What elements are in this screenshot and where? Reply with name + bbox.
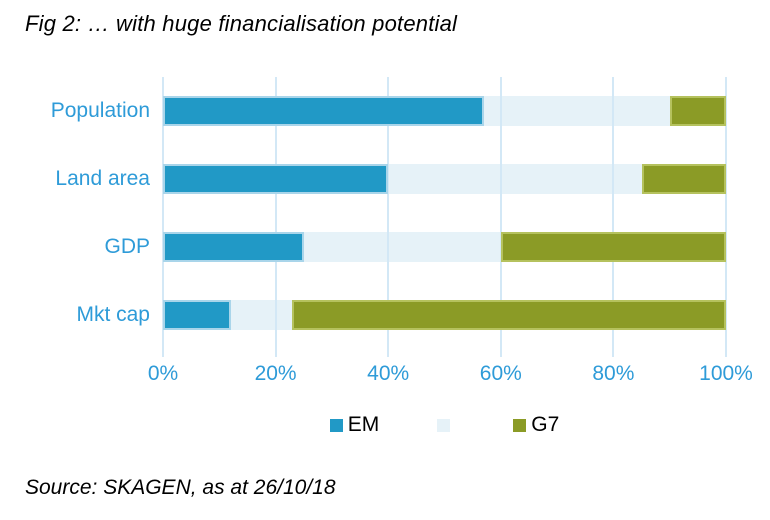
bar-segment-g7-mkt-cap	[292, 300, 726, 330]
gridline-60%	[499, 77, 502, 357]
bar-row-mkt-cap	[163, 281, 726, 349]
legend-swatch-em	[329, 418, 343, 432]
gridline-20%	[274, 77, 277, 357]
bar-segment-g7-population	[669, 96, 726, 126]
bar-segment-em-gdp	[163, 232, 304, 262]
x-tick-label-100%: 100%	[699, 362, 753, 385]
bar-segment-unlabelled-mkt-cap	[230, 300, 293, 330]
bar-segment-unlabelled-population	[483, 96, 670, 126]
legend-label-g7: G7	[531, 413, 560, 436]
legend-item-g7: G7	[513, 413, 559, 437]
source-note: Source: SKAGEN, as at 26/10/18	[25, 476, 336, 499]
x-tick-label-0%: 0%	[147, 362, 179, 385]
x-tick-label-80%: 80%	[592, 362, 635, 385]
gridline-40%	[387, 77, 390, 357]
bar-row-gdp	[163, 213, 726, 281]
legend-label-em: EM	[347, 413, 380, 436]
bar-row-land-area	[163, 145, 726, 213]
chart-legend: EM G7	[163, 413, 726, 437]
legend-item-em: EM	[329, 413, 380, 437]
bar-segment-em-land-area	[163, 164, 389, 194]
x-tick-label-20%: 20%	[254, 362, 297, 385]
bar-segment-em-population	[163, 96, 484, 126]
gridline-100%	[725, 77, 727, 357]
x-tick-label-40%: 40%	[367, 362, 410, 385]
gridline-0%	[162, 77, 164, 357]
bar-segment-g7-land-area	[641, 164, 726, 194]
plot-area	[162, 77, 727, 357]
legend-swatch-unlabelled	[437, 418, 451, 432]
bar-segment-unlabelled-land-area	[388, 164, 642, 194]
bar-row-population	[163, 77, 726, 145]
x-tick-label-60%: 60%	[479, 362, 522, 385]
legend-swatch-g7	[513, 418, 527, 432]
bar-segment-g7-gdp	[500, 232, 726, 262]
legend-item-unlabelled	[437, 418, 455, 432]
bar-segment-em-mkt-cap	[163, 300, 231, 330]
figure-title: Fig 2: … with huge financialisation pote…	[25, 11, 458, 36]
category-label-land-area: Land area	[55, 167, 150, 190]
bar-segment-unlabelled-gdp	[303, 232, 501, 262]
category-label-population: Population	[50, 99, 150, 122]
category-label-gdp: GDP	[104, 235, 150, 258]
gridline-80%	[612, 77, 615, 357]
category-label-mkt-cap: Mkt cap	[76, 303, 150, 326]
